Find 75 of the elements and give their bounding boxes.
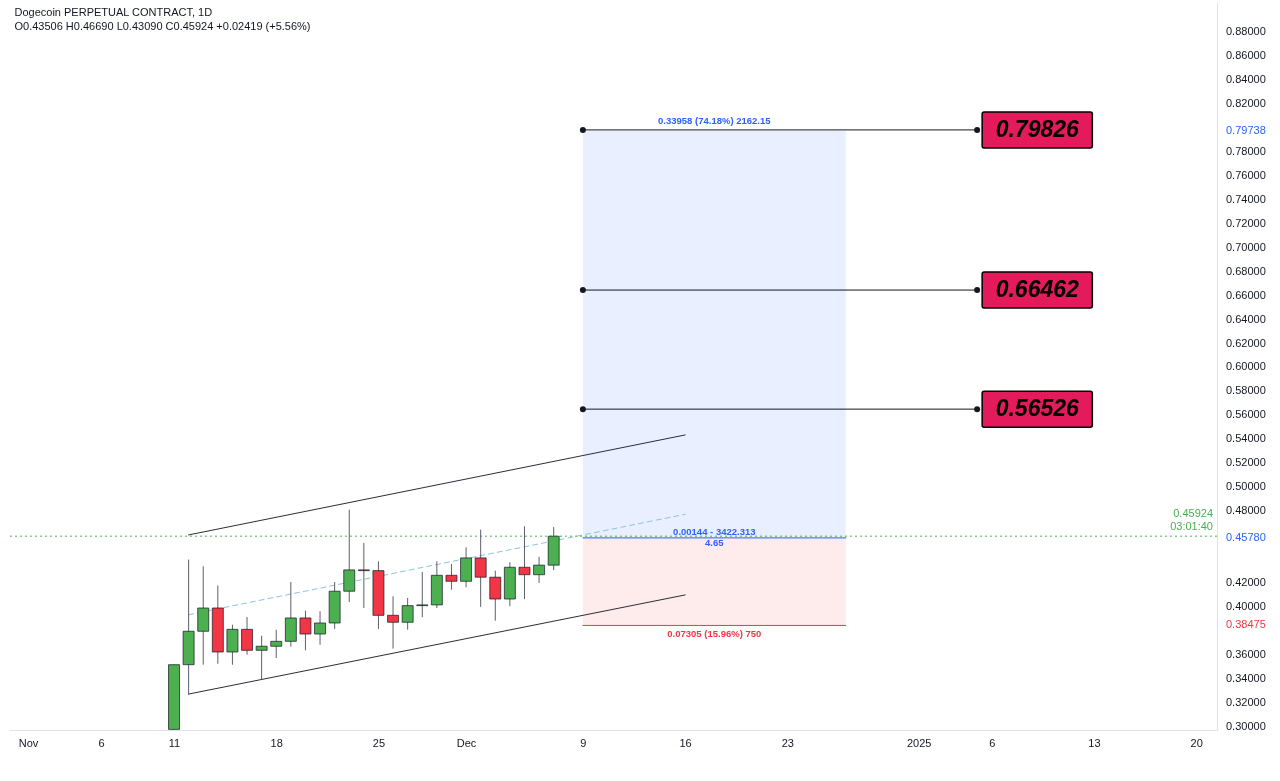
candlestick	[445, 563, 458, 591]
y-tick-label: 0.72000	[1226, 216, 1266, 229]
candlestick	[387, 595, 399, 650]
y-tick-label: 0.68000	[1226, 264, 1266, 277]
y-tick-label: 0.70000	[1226, 240, 1266, 253]
candlestick	[533, 556, 545, 584]
candlestick	[284, 581, 297, 648]
y-tick-label: 0.62000	[1226, 336, 1266, 349]
candlestick	[358, 542, 370, 609]
y-tick-label: 0.50000	[1226, 480, 1266, 493]
candlestick	[314, 610, 326, 646]
y-tick-label: 0.30000	[1226, 720, 1266, 732]
point	[579, 406, 586, 413]
x-tick-label: 9	[580, 736, 587, 749]
point	[579, 287, 586, 294]
x-tick-label: 18	[270, 736, 283, 749]
x-tick-label: 6	[98, 736, 105, 749]
y-tick-label: 0.40000	[1226, 600, 1266, 613]
y-tick-label: 0.56000	[1226, 408, 1266, 421]
candlestick	[255, 635, 268, 681]
y-tick-label: 0.84000	[1226, 72, 1266, 85]
y-tick-label: 0.79738	[1226, 123, 1266, 136]
x-tick-label: 6	[989, 736, 996, 749]
y-tick-label: 0.78000	[1226, 144, 1266, 157]
candlestick	[489, 570, 502, 622]
y-tick-label: 0.38475	[1226, 618, 1266, 631]
x-tick-label: 13	[1088, 736, 1101, 749]
y-tick-label: 0.66000	[1226, 288, 1266, 301]
x-tick-label: 16	[679, 736, 692, 749]
candlestick	[270, 629, 283, 659]
y-tick-label: 0.64000	[1226, 312, 1266, 325]
x-tick-label: 2025	[906, 736, 932, 749]
y-tick-label: 0.86000	[1226, 48, 1266, 61]
point	[974, 287, 981, 294]
y-tick-label: 0.34000	[1226, 672, 1266, 685]
text: O0.43506 H0.46690 L0.43090 C0.45924 +0.02419 (+5.56%)	[14, 20, 311, 32]
point	[974, 126, 981, 133]
x-tick-label: Dec	[456, 736, 477, 749]
point	[974, 406, 981, 413]
y-tick-label: 0.54000	[1226, 432, 1266, 445]
annotation: 0.00144 - 3422.313 4.65	[673, 525, 756, 548]
y-tick-label: 0.36000	[1226, 648, 1266, 661]
y-tick-label: 0.45780	[1226, 530, 1266, 543]
y-tick-label: 0.82000	[1226, 96, 1266, 109]
x-tick-label: 20	[1190, 736, 1203, 749]
candlestick	[197, 565, 210, 666]
ref-line-label: 0.45924 03:01:40	[1170, 507, 1213, 533]
annotation: 0.33958 (74.18%) 2162.15	[658, 114, 772, 126]
x-tick-label: 25	[372, 736, 386, 749]
x-tick-label: 23	[781, 736, 794, 749]
point	[579, 126, 586, 133]
candlestick	[518, 525, 531, 600]
candlestick	[474, 529, 487, 608]
candlestick	[226, 624, 239, 666]
y-tick-label: 0.76000	[1226, 168, 1266, 181]
candlestick	[401, 597, 414, 631]
x-tick-label: 11	[168, 736, 181, 749]
y-tick-label: 0.60000	[1226, 360, 1266, 373]
candlestick	[241, 616, 253, 656]
chart-title: Dogecoin PERPETUAL CONTRACT, 1D	[14, 6, 213, 18]
candlestick	[460, 546, 472, 588]
y-tick-label: 0.52000	[1226, 456, 1266, 469]
annotation: 0.07305 (15.96%) 750	[667, 628, 762, 640]
candlestick	[416, 571, 429, 618]
y-tick-label: 0.58000	[1226, 384, 1266, 397]
y-tick-label: 0.42000	[1226, 576, 1266, 589]
y-tick-label: 0.32000	[1226, 696, 1266, 709]
data-label: 0.66462	[995, 276, 1080, 303]
y-tick-label: 0.88000	[1226, 24, 1266, 37]
data-label: 0.79826	[995, 115, 1080, 142]
x-tick-label: Nov	[18, 736, 39, 749]
candlestick	[299, 610, 312, 651]
y-tick-label: 0.48000	[1226, 504, 1266, 517]
y-tick-label: 0.74000	[1226, 192, 1266, 205]
data-label: 0.56526	[995, 395, 1080, 422]
